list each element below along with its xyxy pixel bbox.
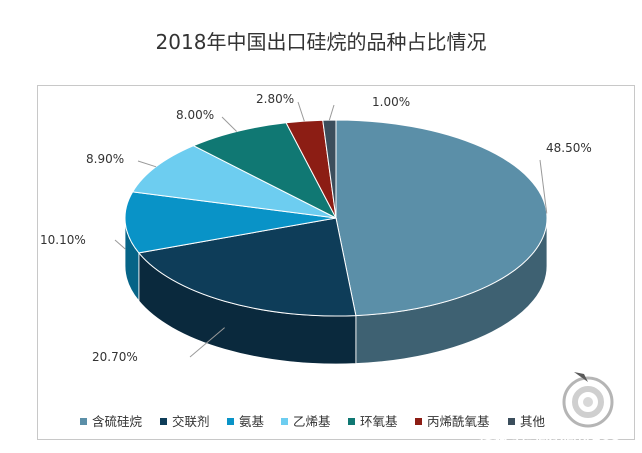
- legend-item: 含硫硅烷: [80, 414, 143, 429]
- legend-item: 交联剂: [160, 414, 210, 429]
- legend-label: 含硫硅烷: [92, 414, 143, 429]
- legend-item: 丙烯酰氧基: [415, 414, 490, 429]
- legend-item: 氨基: [227, 414, 265, 429]
- data-label: 8.00%: [176, 108, 214, 122]
- legend-swatch: [227, 418, 234, 425]
- legend-swatch: [160, 418, 167, 425]
- legend-swatch: [348, 418, 355, 425]
- legend-label: 其他: [520, 414, 546, 429]
- legend-item: 其他: [508, 414, 546, 429]
- watermark: 搜狐号@商乐商博168: [479, 372, 620, 444]
- legend-swatch: [415, 418, 422, 425]
- legend-label: 丙烯酰氧基: [427, 414, 490, 429]
- leader-line: [221, 116, 238, 132]
- legend-swatch: [281, 418, 288, 425]
- slice-交联剂: [137, 217, 357, 317]
- legend-label: 环氧基: [360, 414, 398, 429]
- legend-label: 交联剂: [172, 414, 210, 429]
- data-label: 2.80%: [256, 92, 294, 106]
- leader-line: [137, 160, 157, 168]
- legend-label: 氨基: [239, 414, 265, 429]
- data-label: 20.70%: [92, 350, 138, 364]
- legend: 含硫硅烷 交联剂 氨基 乙烯基 环氧基 丙烯酰氧基 其他: [80, 414, 546, 429]
- leader-line: [328, 104, 335, 121]
- legend-item: 乙烯基: [281, 414, 331, 429]
- leader-line: [189, 327, 225, 358]
- data-label: 8.90%: [86, 152, 124, 166]
- chart-title: 2018年中国出口硅烷的品种占比情况: [155, 30, 487, 54]
- legend-swatch: [80, 418, 87, 425]
- leader-line: [297, 101, 305, 122]
- legend-item: 环氧基: [348, 414, 398, 429]
- legend-label: 乙烯基: [293, 414, 331, 429]
- data-label: 48.50%: [546, 141, 592, 155]
- slice-环氧基: [192, 122, 338, 220]
- watermark-text: 搜狐号@商乐商博168: [479, 427, 620, 444]
- data-label: 1.00%: [372, 95, 410, 109]
- leader-line: [114, 239, 126, 250]
- slice-乙烯基: [131, 145, 337, 219]
- slice-氨基: [124, 191, 337, 254]
- leader-line: [539, 159, 548, 214]
- legend-swatch: [508, 418, 515, 425]
- gear-logo-icon: [562, 372, 614, 428]
- data-label: 10.10%: [40, 233, 86, 247]
